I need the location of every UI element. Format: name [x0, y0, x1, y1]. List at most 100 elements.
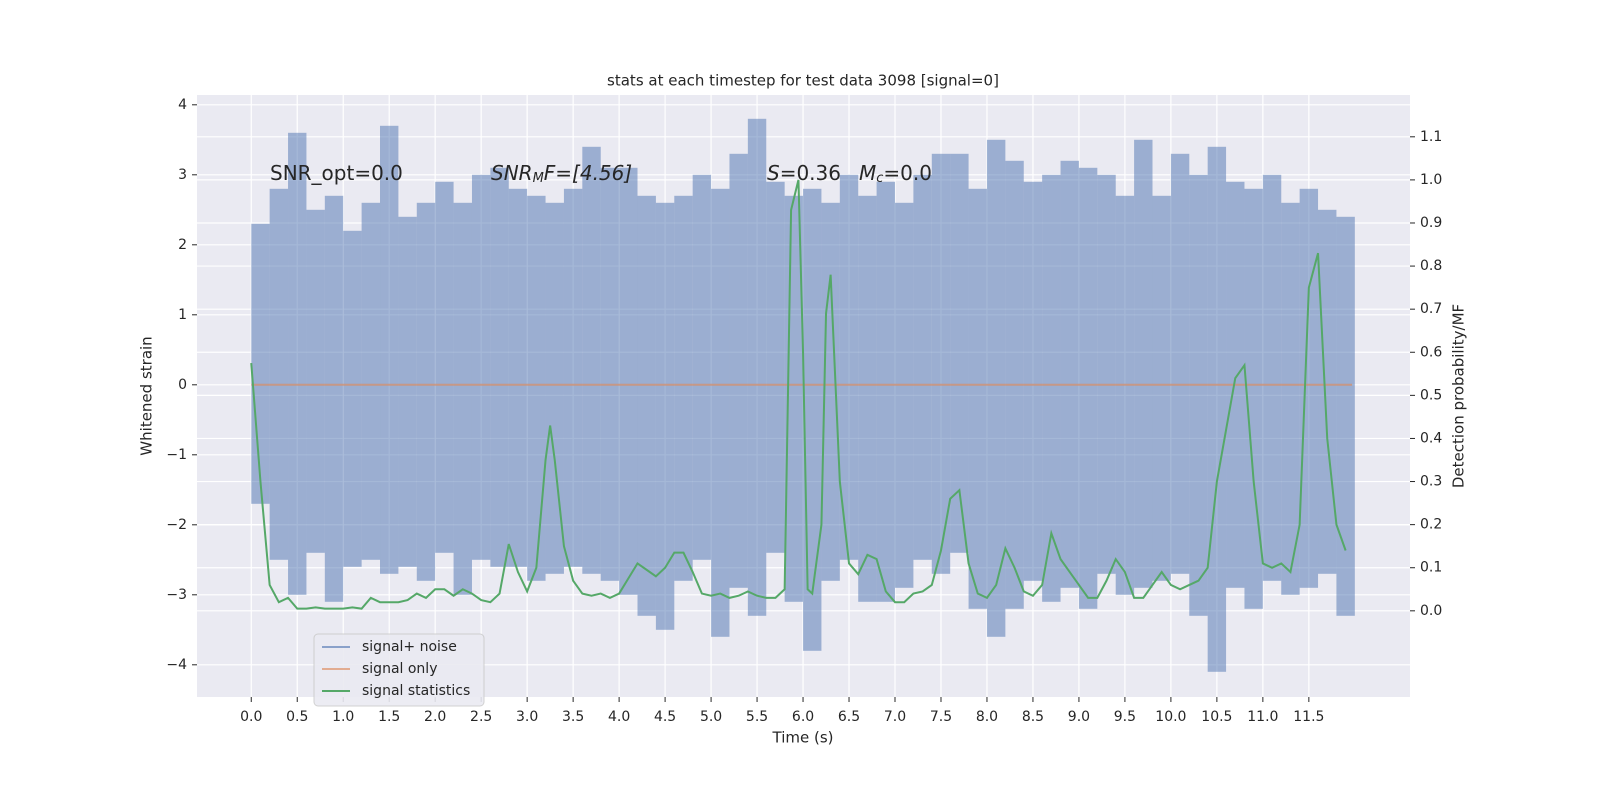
- noise-bin: [1152, 195, 1171, 581]
- y2-tick-label: 0.2: [1420, 517, 1442, 533]
- x-tick-label: 1.0: [332, 709, 354, 725]
- y-tick-label: −1: [166, 447, 187, 463]
- y-tick-label: −4: [166, 657, 187, 673]
- y2-tick-label: 0.5: [1420, 387, 1442, 403]
- noise-bin: [1023, 181, 1043, 581]
- noise-bin: [913, 174, 932, 560]
- noise-bin: [1134, 139, 1153, 588]
- legend: signal+ noise signal only signal statistic…: [313, 633, 485, 707]
- chart-title: stats at each timestep for test data 309…: [607, 72, 999, 90]
- x-tick-label: 4.5: [654, 709, 676, 725]
- noise-bin: [1097, 174, 1116, 574]
- y2-tick-label: 0.0: [1420, 603, 1442, 619]
- annotation-text: F=[4.56]: [544, 161, 632, 185]
- annotation-text: SNR_opt=0.0: [270, 161, 403, 185]
- axes: 0.0 0.5 1.0 1.5 2.0 2.5 3.0 3.5 4.0 4.5 5.0 5.5 6.0 6…: [166, 97, 1442, 725]
- x-tick-label: 0.5: [286, 709, 308, 725]
- annotation-text: SNR: [491, 161, 533, 185]
- x-tick-label: 3.0: [516, 709, 538, 725]
- noise-bin: [821, 202, 840, 581]
- noise-bin: [545, 202, 564, 574]
- noise-bin: [1244, 188, 1263, 609]
- x-tick-label: 9.0: [1068, 709, 1090, 725]
- noise-bin: [729, 153, 748, 588]
- noise-bin: [361, 202, 381, 560]
- noise-bin: [858, 195, 877, 602]
- noise-bin: [637, 195, 656, 616]
- y2-axis-label: Detection probability/MF: [1450, 304, 1468, 488]
- noise-bin: [435, 181, 454, 553]
- y2-tick-label: 0.9: [1420, 215, 1442, 231]
- noise-bin: [398, 216, 417, 567]
- x-tick-label: 5.0: [700, 709, 722, 725]
- noise-bin: [747, 118, 767, 616]
- marks: [250, 118, 1355, 672]
- noise-bin: [600, 167, 620, 581]
- y-tick-label: 0: [178, 377, 187, 393]
- noise-bin: [582, 146, 601, 574]
- y2-tick-label: 1.1: [1420, 129, 1442, 145]
- y2-tick-label: 0.7: [1420, 301, 1442, 317]
- annotation-text: M: [859, 161, 876, 185]
- noise-bin: [269, 188, 289, 560]
- x-tick-label: 9.5: [1114, 709, 1136, 725]
- y-tick-label: 2: [178, 237, 187, 253]
- x-tick-label: 10.5: [1201, 709, 1232, 725]
- noise-bin: [674, 195, 693, 581]
- noise-bin: [1078, 167, 1098, 609]
- x-tick-label: 6.0: [792, 709, 814, 725]
- y2-tick-label: 0.4: [1420, 430, 1442, 446]
- noise-bin: [563, 188, 583, 567]
- noise-bin: [711, 188, 730, 637]
- noise-bin: [1207, 146, 1227, 672]
- noise-bin: [876, 181, 896, 602]
- noise-bin: [416, 202, 436, 581]
- x-tick-label: 6.5: [838, 709, 860, 725]
- legend-label: signal statistics: [362, 683, 470, 699]
- noise-bin: [490, 167, 509, 567]
- noise-bin: [931, 153, 951, 574]
- noise-bin: [1318, 209, 1337, 574]
- noise-bin: [1299, 188, 1319, 588]
- y2-tick-label: 0.3: [1420, 474, 1442, 490]
- noise-bin: [1189, 174, 1208, 616]
- x-tick-label: 0.0: [240, 709, 262, 725]
- noise-bin: [1281, 202, 1300, 595]
- annotation: SNR_opt=0.0: [270, 161, 403, 185]
- noise-bin: [1336, 216, 1355, 616]
- noise-bin: [251, 223, 270, 504]
- x-tick-label: 10.0: [1155, 709, 1186, 725]
- series-line: [250, 179, 1347, 610]
- annotation: Mc=0.0: [859, 161, 932, 186]
- annotation-text: =0.0: [883, 161, 932, 185]
- y2-tick-label: 0.1: [1420, 560, 1442, 576]
- noise-bin: [1115, 195, 1135, 595]
- x-tick-label: 2.5: [470, 709, 492, 725]
- noise-bin: [895, 202, 914, 588]
- annotation-sub: M: [533, 171, 544, 186]
- noise-bin: [306, 209, 325, 553]
- x-tick-label: 7.5: [930, 709, 952, 725]
- noise-bin: [1060, 160, 1079, 588]
- noise-bin: [692, 174, 712, 560]
- annotation-text: S: [767, 161, 780, 185]
- y2-tick-label: 1.0: [1420, 172, 1442, 188]
- x-tick-label: 5.5: [746, 709, 768, 725]
- noise-bin: [968, 188, 987, 609]
- annotation: SNRMF=[4.56]: [491, 161, 632, 186]
- noise-bin: [380, 125, 399, 574]
- y-tick-label: −2: [166, 517, 187, 533]
- y-axis-label: Whitened strain: [138, 336, 156, 455]
- noise-bin: [803, 188, 822, 651]
- x-tick-label: 2.0: [424, 709, 446, 725]
- x-tick-label: 3.5: [562, 709, 584, 725]
- noise-bin: [950, 153, 969, 553]
- x-tick-label: 11.5: [1293, 709, 1324, 725]
- noise-bin: [471, 174, 491, 560]
- y-tick-label: 1: [178, 307, 187, 323]
- noise-bin: [619, 167, 638, 595]
- noise-bin: [324, 195, 344, 602]
- y-tick-label: −3: [166, 587, 187, 603]
- noise-bin: [1262, 174, 1282, 581]
